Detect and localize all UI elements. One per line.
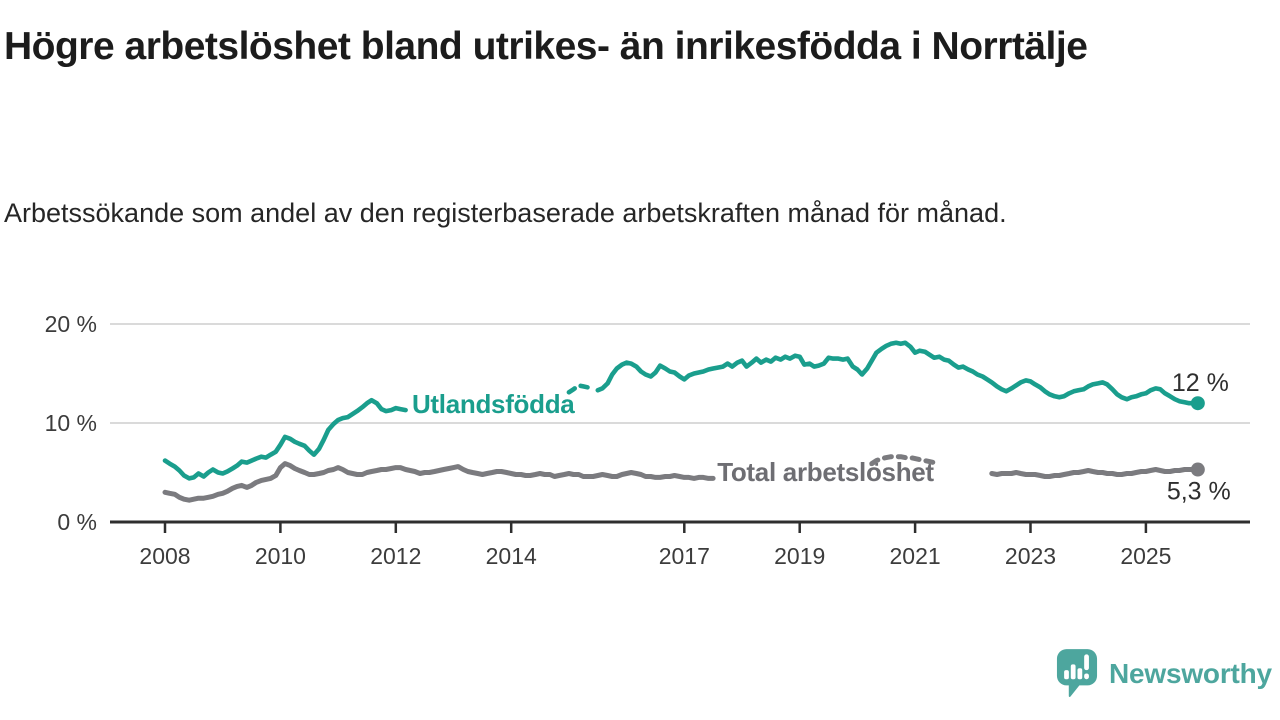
x-tick-label: 2008	[139, 543, 190, 569]
logo-exclamation-dot	[1084, 673, 1089, 680]
x-tick-label: 2023	[1005, 543, 1056, 569]
chart-title: Högre arbetslöshet bland utrikes- än inr…	[4, 25, 1088, 68]
x-tick-label: 2017	[659, 543, 710, 569]
series-label: Utlandsfödda	[412, 389, 575, 419]
bar-chart-speech-bubble-icon	[1056, 649, 1098, 698]
logo-exclamation-stem	[1084, 654, 1089, 671]
x-tick-label: 2025	[1120, 543, 1171, 569]
x-tick-label: 2021	[890, 543, 941, 569]
logo-bar-1	[1064, 670, 1069, 680]
series-line-Utlandsfödda	[595, 340, 1201, 406]
y-tick-label: 20 %	[45, 311, 97, 337]
x-tick-label: 2019	[774, 543, 825, 569]
series-end-dot	[1190, 462, 1205, 477]
y-tick-label: 0 %	[57, 509, 97, 535]
series-value-label: 5,3 %	[1167, 478, 1231, 506]
chart-subtitle: Arbetssökande som andel av den registerb…	[4, 198, 1007, 228]
series-end-dot	[1190, 396, 1205, 411]
series-line-Total arbetslöshet	[989, 467, 1201, 479]
logo-bubble-shape	[1056, 649, 1098, 698]
series-line-dashed-Utlandsfödda	[566, 383, 596, 395]
newsworthy-logo-text: Newsworthy	[1109, 657, 1272, 689]
logo-bar-2	[1070, 664, 1076, 680]
x-tick-label: 2010	[255, 543, 306, 569]
x-tick-label: 2014	[486, 543, 537, 569]
series-line-Utlandsfödda	[162, 397, 408, 481]
series-label: Total arbetslöshet	[717, 457, 934, 487]
series-line-dashed-Total arbetslöshet	[869, 454, 942, 467]
logo-bar-3	[1077, 668, 1083, 680]
x-tick-label: 2012	[370, 543, 421, 569]
series-value-label: 12 %	[1172, 369, 1229, 397]
y-tick-label: 10 %	[45, 410, 97, 436]
newsworthy-logo: Newsworthy	[1056, 648, 1272, 699]
series-line-Total arbetslöshet	[162, 461, 716, 503]
